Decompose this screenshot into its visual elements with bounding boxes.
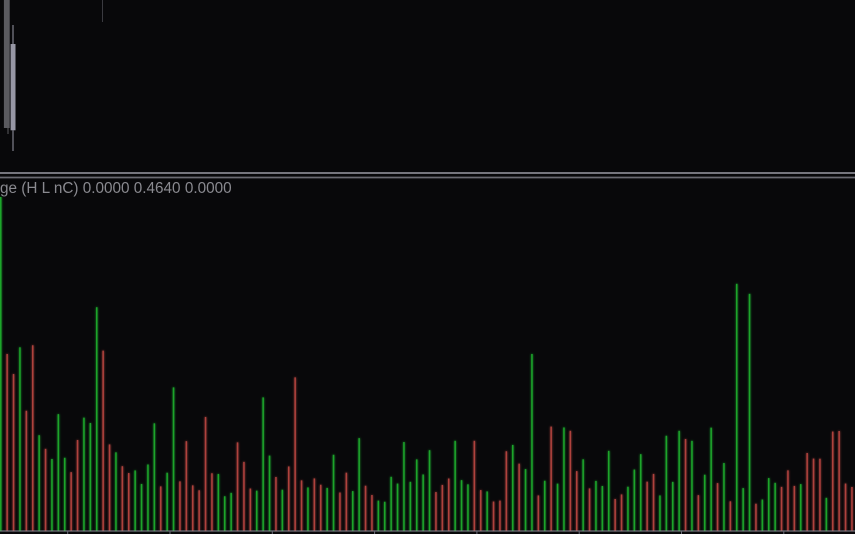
svg-text:ge (H L nC) 0.0000 0.4640 0.00: ge (H L nC) 0.0000 0.4640 0.0000 bbox=[0, 180, 232, 197]
